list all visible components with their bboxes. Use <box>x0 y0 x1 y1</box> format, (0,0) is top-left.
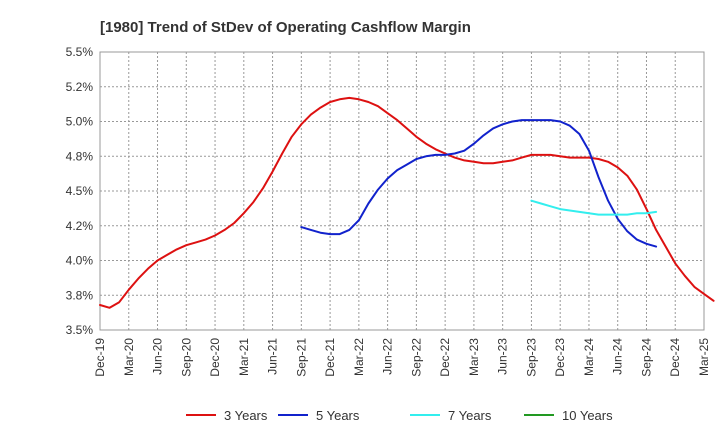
chart-title: [1980] Trend of StDev of Operating Cashf… <box>100 19 471 36</box>
y-axis-tick-labels: 3.5% 3.8% 4.0% 4.2% 4.5% 4.8% 5.0% 5.2% 5.5% <box>66 45 94 337</box>
x-tick-label: Sep-20 <box>179 338 193 377</box>
y-tick-label: 4.5% <box>66 184 94 198</box>
legend-label: 5 Years <box>316 408 360 423</box>
x-tick-label: Jun-23 <box>496 338 510 375</box>
series-lines <box>99 96 715 309</box>
x-axis-tick-labels: Dec-19 Mar-20 Jun-20 Sep-20 Dec-20 Mar-21 Jun-… <box>93 338 711 377</box>
series-line-3-years <box>99 96 715 309</box>
legend: 3 Years 5 Years 7 Years 10 Years <box>186 408 613 423</box>
y-tick-label: 4.0% <box>66 254 94 268</box>
x-tick-label: Dec-24 <box>668 338 682 377</box>
x-tick-label: Dec-20 <box>208 338 222 377</box>
legend-label: 10 Years <box>562 408 613 423</box>
plot-area-frame <box>99 51 705 331</box>
x-tick-label: Dec-22 <box>438 338 452 377</box>
x-tick-label: Dec-19 <box>93 338 107 377</box>
x-tick-label: Jun-22 <box>381 338 395 375</box>
y-tick-label: 5.2% <box>66 80 94 94</box>
y-tick-label: 5.5% <box>66 45 94 59</box>
x-tick-label: Dec-23 <box>553 338 567 377</box>
x-tick-label: Jun-20 <box>151 338 165 375</box>
x-tick-label: Dec-21 <box>323 338 337 377</box>
x-tick-label: Mar-24 <box>582 338 596 376</box>
y-tick-label: 3.5% <box>66 323 94 337</box>
x-tick-label: Mar-22 <box>352 338 366 376</box>
x-tick-label: Jun-21 <box>266 338 280 375</box>
y-tick-label: 4.2% <box>66 219 94 233</box>
x-tick-label: Sep-24 <box>639 338 653 377</box>
grid-lines <box>99 51 705 331</box>
x-tick-label: Mar-25 <box>697 338 711 376</box>
y-tick-label: 3.8% <box>66 288 94 302</box>
x-tick-label: Jun-24 <box>611 338 625 375</box>
x-tick-label: Mar-20 <box>122 338 136 376</box>
x-tick-label: Sep-21 <box>294 338 308 377</box>
series-line-7-years <box>530 199 658 216</box>
x-tick-label: Sep-23 <box>524 338 538 377</box>
legend-label: 3 Years <box>224 408 268 423</box>
x-tick-label: Mar-21 <box>237 338 251 376</box>
y-tick-label: 5.0% <box>66 115 94 129</box>
series-line-5-years <box>300 119 658 248</box>
y-tick-label: 4.8% <box>66 149 94 163</box>
legend-label: 7 Years <box>448 408 492 423</box>
x-tick-label: Mar-23 <box>467 338 481 376</box>
x-tick-label: Sep-22 <box>409 338 423 377</box>
